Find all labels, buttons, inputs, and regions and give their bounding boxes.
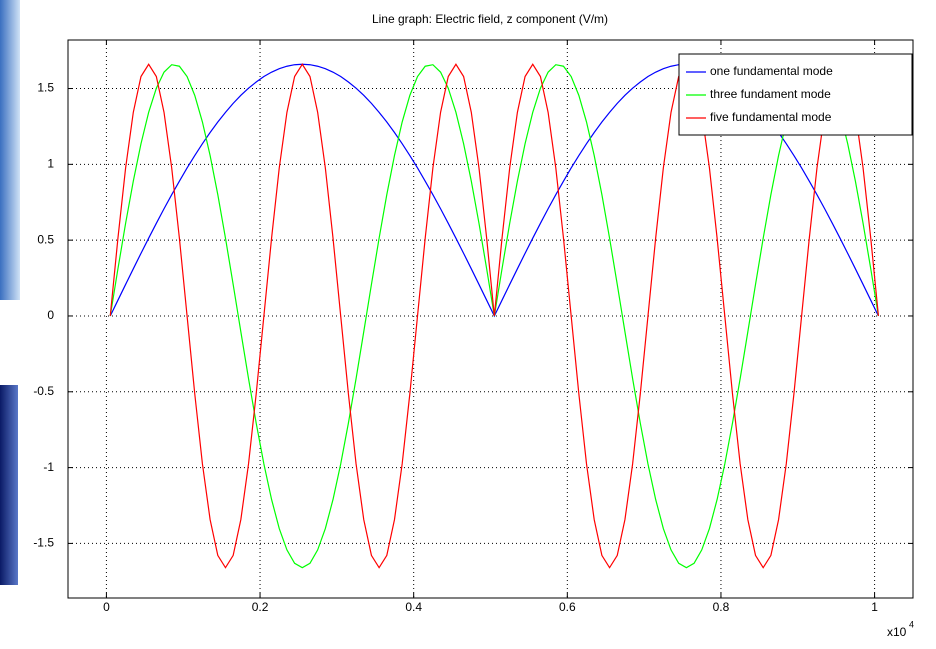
y-tick-label: 0.5 (37, 232, 54, 246)
series-line (109, 63, 880, 569)
x-tick-label: 0.6 (559, 600, 576, 614)
legend-label: five fundamental mode (710, 110, 832, 124)
x-tick-label: 1 (871, 600, 878, 614)
x-tick-label: 0 (103, 600, 110, 614)
x-multiplier-exponent: 4 (909, 619, 914, 629)
background-photo-edge (0, 385, 18, 585)
y-tick-label: 0 (47, 308, 54, 322)
y-tick-label: 1.5 (37, 81, 54, 95)
y-tick-label: -1 (43, 460, 54, 474)
legend-box (678, 53, 913, 136)
legend-label: three fundament mode (710, 87, 831, 101)
x-tick-label: 0.8 (713, 600, 730, 614)
chart-title: Line graph: Electric field, z component … (372, 12, 608, 26)
grid (68, 40, 913, 598)
y-tick-label: -0.5 (33, 384, 54, 398)
y-tick-label: 1 (47, 157, 54, 171)
x-multiplier: x10 (887, 625, 907, 639)
x-tick-label: 0.2 (252, 600, 269, 614)
legend: one fundamental mode three fundament mode… (678, 53, 913, 136)
legend-label: one fundamental mode (710, 64, 833, 78)
x-tick-label: 0.4 (405, 600, 422, 614)
background-photo-edge (0, 0, 20, 300)
y-tick-label: -1.5 (33, 536, 54, 550)
